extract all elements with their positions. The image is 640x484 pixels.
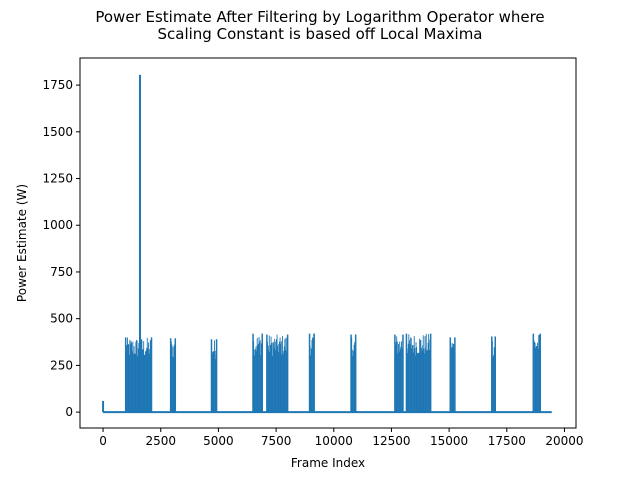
series-burst [124, 337, 153, 413]
x-axis-ticks: 0 2500 5000 7500 10000 12500 15000 17500 20000 [99, 428, 584, 448]
x-tick-label: 2500 [145, 434, 176, 448]
series-burst [210, 339, 218, 413]
x-tick-label: 15000 [430, 434, 468, 448]
y-axis-label: Power Estimate (W) [15, 184, 29, 302]
series-burst [252, 333, 264, 413]
y-tick-label: 1250 [42, 172, 73, 186]
series-burst [405, 333, 432, 413]
axes-frame [79, 57, 577, 429]
x-tick-label: 20000 [545, 434, 583, 448]
x-tick-label: 10000 [315, 434, 353, 448]
y-tick-label: 1500 [42, 125, 73, 139]
x-axis-label: Frame Index [291, 456, 365, 470]
series-burst [491, 336, 497, 413]
x-tick-label: 12500 [372, 434, 410, 448]
series-burst [350, 334, 357, 413]
y-tick-label: 750 [50, 265, 73, 279]
plot-layer [102, 74, 552, 414]
y-tick-label: 1750 [42, 78, 73, 92]
chart-title-line-2: Scaling Constant is based off Local Maxi… [158, 25, 483, 43]
series-burst [169, 338, 177, 413]
series-burst [394, 334, 404, 413]
y-axis-ticks: 0 250 500 750 1000 1250 1500 1750 [42, 78, 80, 419]
series-burst [449, 337, 456, 413]
y-tick-label: 500 [50, 312, 73, 326]
y-tick-label: 250 [50, 358, 73, 372]
y-tick-label: 1000 [42, 218, 73, 232]
chart-title-line-1: Power Estimate After Filtering by Logari… [95, 8, 544, 26]
x-tick-label: 17500 [488, 434, 526, 448]
series-burst [532, 333, 541, 413]
x-tick-label: 7500 [261, 434, 292, 448]
series-burst [266, 334, 289, 413]
series-burst [308, 333, 315, 413]
x-tick-label: 5000 [203, 434, 234, 448]
y-tick-label: 0 [65, 405, 73, 419]
x-tick-label: 0 [99, 434, 107, 448]
